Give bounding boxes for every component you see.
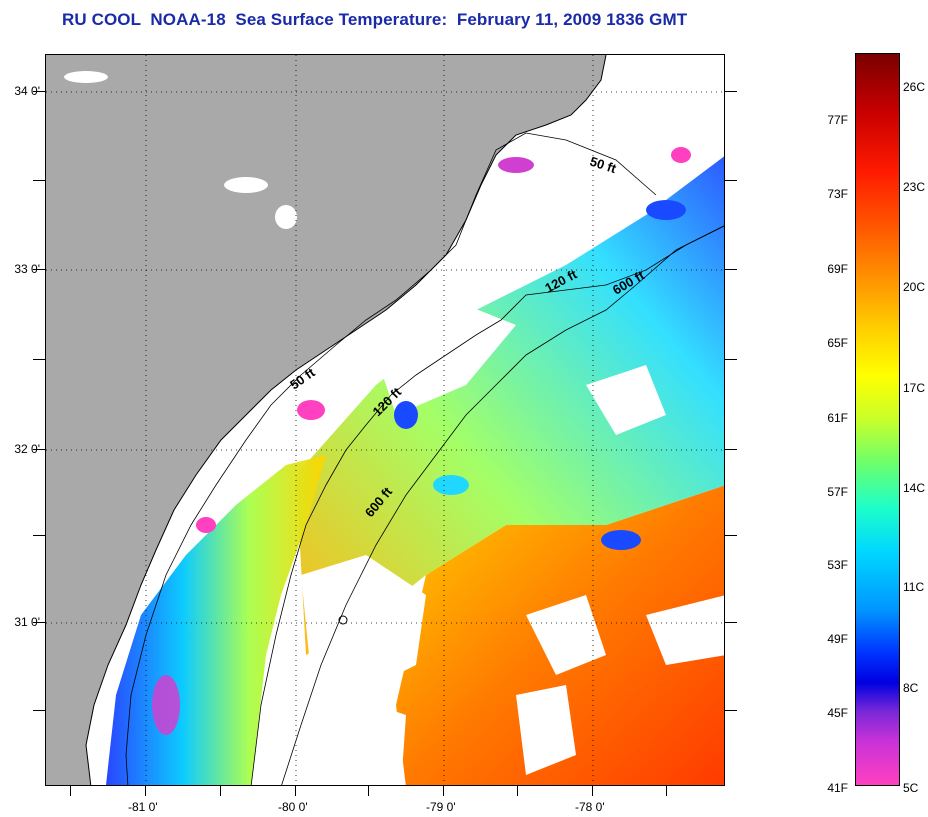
colorbar-label-57f: 57F	[827, 485, 848, 499]
colorbar-label-69f: 69F	[827, 262, 848, 276]
colorbar-label-20c: 20C	[903, 280, 926, 294]
colorbar-label-14c: 14C	[903, 481, 926, 495]
colorbar-label-26c: 26C	[903, 80, 926, 94]
land-area	[46, 55, 606, 785]
map-title: RU COOL NOAA-18 Sea Surface Temperature:…	[62, 10, 688, 29]
colorbar-label-8c: 8C	[903, 681, 919, 695]
sst-map-canvas: 50 ft 120 ft 600 ft 50 ft 120 ft 600 ft	[46, 55, 724, 785]
lat-label-33: 33 0'	[14, 262, 40, 276]
colorbar-label-77f: 77F	[827, 113, 848, 127]
lat-label-31: 31 0'	[14, 615, 40, 629]
lon-label-78: -78 0'	[575, 800, 605, 814]
colorbar-label-53f: 53F	[827, 558, 848, 572]
temperature-colorbar	[855, 53, 900, 786]
isobath-120ft	[250, 225, 724, 785]
colorbar-label-17c: 17C	[903, 381, 926, 395]
colorbar-label-49f: 49F	[827, 632, 848, 646]
lon-label-81: -81 0'	[128, 800, 158, 814]
contour-label-50ft-north: 50 ft	[588, 154, 619, 177]
lon-label-79: -79 0'	[426, 800, 456, 814]
isobath-600ft	[281, 225, 724, 785]
coastline	[85, 55, 607, 785]
colorbar-label-61f: 61F	[827, 411, 848, 425]
isobath-50ft	[125, 132, 657, 785]
colorbar-label-11c: 11C	[903, 580, 925, 594]
sst-map: 50 ft 120 ft 600 ft 50 ft 120 ft 600 ft	[45, 54, 725, 786]
colorbar-label-5c: 5C	[903, 781, 919, 795]
colorbar-label-41f: 41F	[827, 781, 848, 795]
colorbar-label-45f: 45F	[827, 706, 848, 720]
colorbar-label-73f: 73F	[827, 187, 848, 201]
colorbar-label-65f: 65F	[827, 336, 848, 350]
colorbar-label-23c: 23C	[903, 180, 926, 194]
lat-label-32: 32 0'	[14, 442, 40, 456]
graticule	[46, 55, 724, 785]
lat-label-34: 34 0'	[14, 84, 40, 98]
lon-label-80: -80 0'	[278, 800, 308, 814]
